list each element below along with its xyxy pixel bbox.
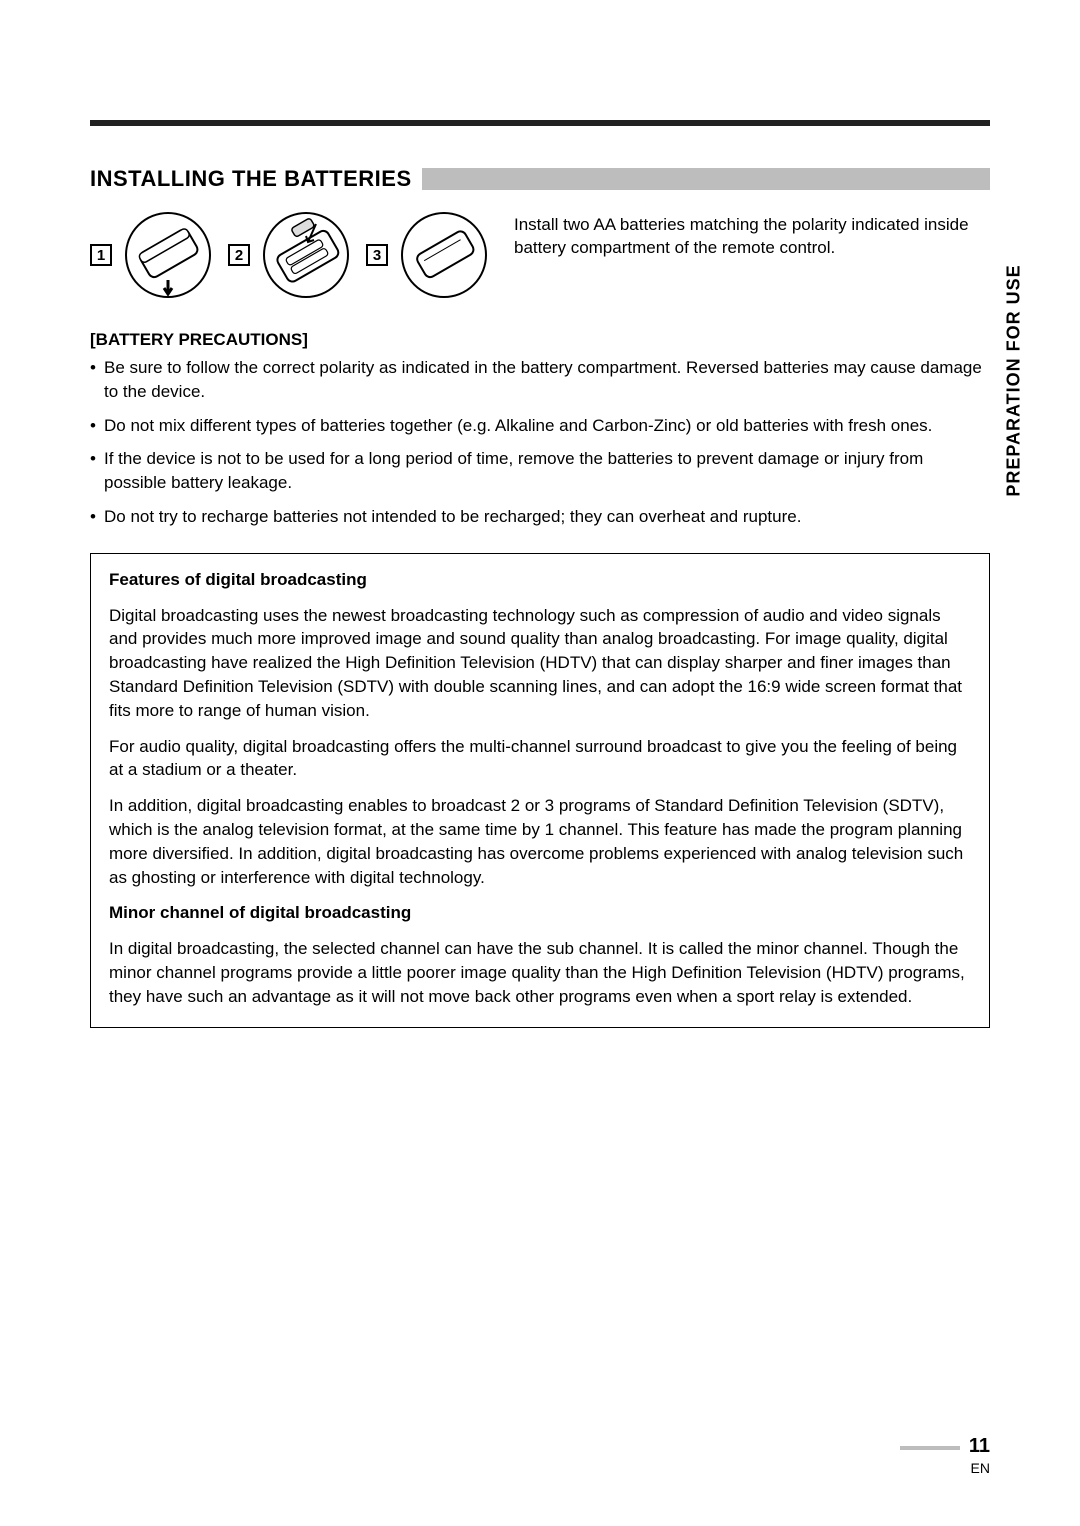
insert-batteries-icon	[256, 210, 356, 300]
side-tab: PREPARATION FOR USE	[998, 240, 1030, 520]
remote-close-icon	[394, 210, 494, 300]
step-1: 1	[90, 210, 218, 300]
step-2: 2	[228, 210, 356, 300]
remote-open-icon	[118, 210, 218, 300]
intro-row: 1 2	[90, 210, 990, 300]
page-number-row: 11	[900, 1435, 990, 1458]
step-number: 1	[90, 244, 112, 266]
page-footer: 11 EN	[900, 1435, 990, 1476]
side-tab-label: PREPARATION FOR USE	[1004, 264, 1025, 496]
language-code: EN	[900, 1460, 990, 1476]
precaution-item: Do not mix different types of batteries …	[90, 414, 990, 438]
section-title: INSTALLING THE BATTERIES	[90, 166, 422, 192]
page-number: 11	[969, 1435, 990, 1457]
minor-heading: Minor channel of digital broadcasting	[109, 901, 971, 925]
section-title-bar	[422, 168, 990, 190]
features-heading: Features of digital broadcasting	[109, 568, 971, 592]
page-number-bar	[900, 1446, 960, 1450]
section-header: INSTALLING THE BATTERIES	[90, 166, 990, 192]
features-paragraph: Digital broadcasting uses the newest bro…	[109, 604, 971, 723]
intro-text: Install two AA batteries matching the po…	[514, 210, 990, 260]
minor-paragraph: In digital broadcasting, the selected ch…	[109, 937, 971, 1008]
manual-page: INSTALLING THE BATTERIES 1 2	[0, 0, 1080, 1526]
precaution-item: Do not try to recharge batteries not int…	[90, 505, 990, 529]
step-number: 3	[366, 244, 388, 266]
precaution-item: If the device is not to be used for a lo…	[90, 447, 990, 495]
precautions-heading: [BATTERY PRECAUTIONS]	[90, 330, 990, 350]
precaution-item: Be sure to follow the correct polarity a…	[90, 356, 990, 404]
info-box: Features of digital broadcasting Digital…	[90, 553, 990, 1028]
features-paragraph: In addition, digital broadcasting enable…	[109, 794, 971, 889]
step-3: 3	[366, 210, 494, 300]
step-figures: 1 2	[90, 210, 494, 300]
step-number: 2	[228, 244, 250, 266]
precautions-list: Be sure to follow the correct polarity a…	[90, 356, 990, 529]
top-rule	[90, 120, 990, 126]
features-paragraph: For audio quality, digital broadcasting …	[109, 735, 971, 783]
